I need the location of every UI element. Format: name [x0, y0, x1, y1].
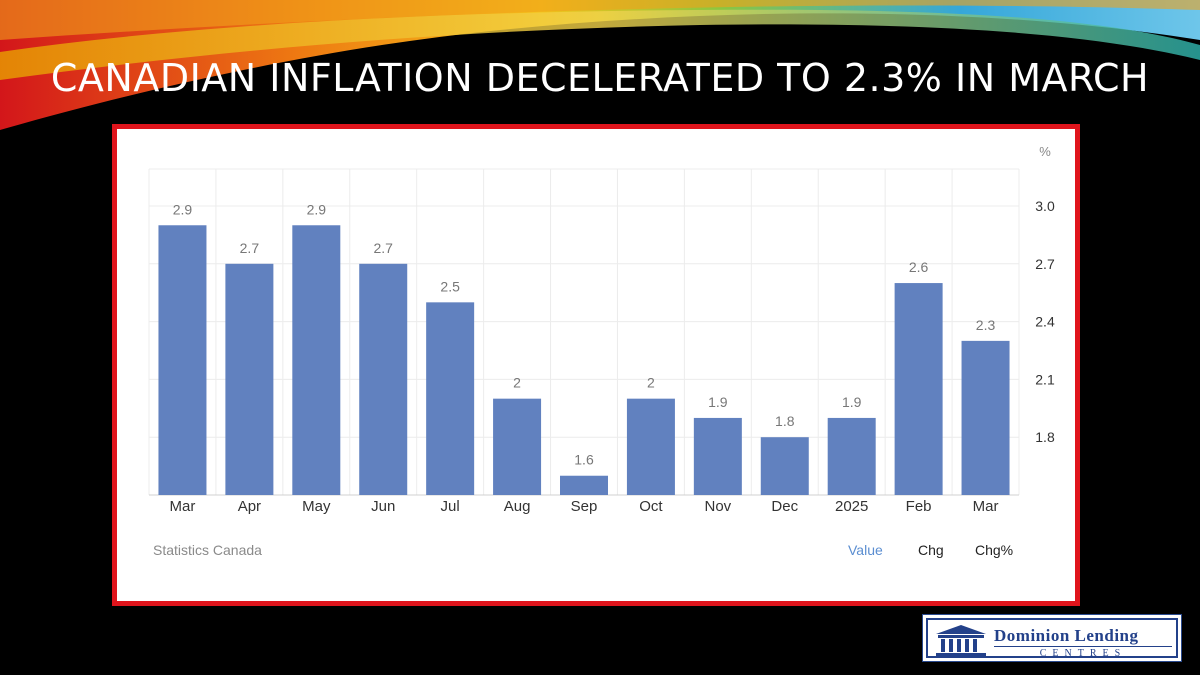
y-tick-label: 2.1 — [1035, 371, 1055, 387]
bar-mar[interactable] — [961, 340, 1010, 495]
logo-name: Dominion Lending — [994, 626, 1139, 645]
logo-subtitle: CENTRES — [994, 646, 1172, 659]
bar-2025[interactable] — [827, 417, 876, 495]
x-tick-label: Jun — [371, 498, 395, 515]
dominion-lending-logo: Dominion Lending CENTRES — [922, 614, 1182, 662]
logo-frame: Dominion Lending CENTRES — [926, 618, 1178, 659]
data-label: 2.6 — [909, 259, 929, 275]
bar-nov[interactable] — [693, 417, 742, 495]
data-label: 2.7 — [240, 240, 260, 256]
tab-chg-percent[interactable]: Chg% — [975, 542, 1014, 558]
tab-value[interactable]: Value — [848, 542, 883, 558]
x-tick-label: May — [302, 498, 331, 515]
x-axis-ticks: Mar Apr May Jun Jul Aug Sep Oct Nov Dec 2025 Feb Mar — [170, 498, 999, 515]
y-tick-label: 2.4 — [1035, 314, 1055, 330]
bars — [158, 225, 1010, 495]
building-icon — [936, 625, 986, 657]
gridlines — [148, 168, 1020, 496]
data-label: 2 — [513, 375, 521, 391]
source-label: Statistics Canada — [153, 542, 262, 558]
data-label: 1.6 — [574, 452, 594, 468]
tab-chg[interactable]: Chg — [918, 542, 944, 558]
x-tick-label: Jul — [441, 498, 460, 515]
data-label: 2.9 — [173, 201, 193, 217]
bar-dec[interactable] — [760, 437, 809, 495]
bar-jul[interactable] — [426, 302, 475, 495]
y-axis-ticks: 3.0 2.7 2.4 2.1 1.8 — [1035, 198, 1055, 445]
data-labels: 2.9 2.7 2.9 2.7 2.5 2 1.6 2 1.9 1.8 1.9 2.6 2.3 — [173, 201, 996, 467]
bar-jun[interactable] — [359, 263, 408, 495]
bar-sep[interactable] — [560, 475, 608, 495]
y-tick-label: 1.8 — [1035, 429, 1055, 445]
y-tick-label: 3.0 — [1035, 198, 1055, 214]
data-label: 2 — [647, 375, 655, 391]
data-label: 2.5 — [440, 278, 460, 294]
x-tick-label: Mar — [973, 498, 999, 515]
data-label: 1.9 — [842, 394, 862, 410]
bar-feb[interactable] — [894, 283, 943, 495]
bar-apr[interactable] — [225, 263, 274, 495]
x-tick-label: Oct — [639, 498, 663, 515]
x-tick-label: Sep — [571, 498, 598, 515]
chart-panel: 2.9 2.7 2.9 2.7 2.5 2 1.6 2 1.9 1.8 1.9 2.6 2.3 Mar A… — [112, 124, 1080, 606]
bar-mar[interactable] — [158, 225, 207, 495]
y-axis-unit: % — [1039, 144, 1051, 159]
bar-aug[interactable] — [493, 398, 542, 495]
inflation-bar-chart: 2.9 2.7 2.9 2.7 2.5 2 1.6 2 1.9 1.8 1.9 2.6 2.3 Mar A… — [148, 144, 1055, 515]
data-label: 2.7 — [373, 240, 393, 256]
x-tick-label: Mar — [170, 498, 196, 515]
x-tick-label: 2025 — [835, 498, 868, 515]
data-label: 2.3 — [976, 317, 996, 333]
x-tick-label: Apr — [238, 498, 261, 515]
x-tick-label: Dec — [771, 498, 798, 515]
data-label: 2.9 — [307, 201, 327, 217]
x-tick-label: Aug — [504, 498, 531, 515]
y-tick-label: 2.7 — [1035, 256, 1055, 272]
data-label: 1.8 — [775, 413, 795, 429]
decorative-swoosh — [0, 0, 1200, 130]
slide-title: CANADIAN INFLATION DECELERATED TO 2.3% I… — [50, 56, 1150, 100]
x-tick-label: Nov — [705, 498, 732, 515]
x-tick-label: Feb — [906, 498, 932, 515]
bar-may[interactable] — [292, 225, 341, 495]
data-label: 1.9 — [708, 394, 728, 410]
bar-oct[interactable] — [626, 398, 675, 495]
